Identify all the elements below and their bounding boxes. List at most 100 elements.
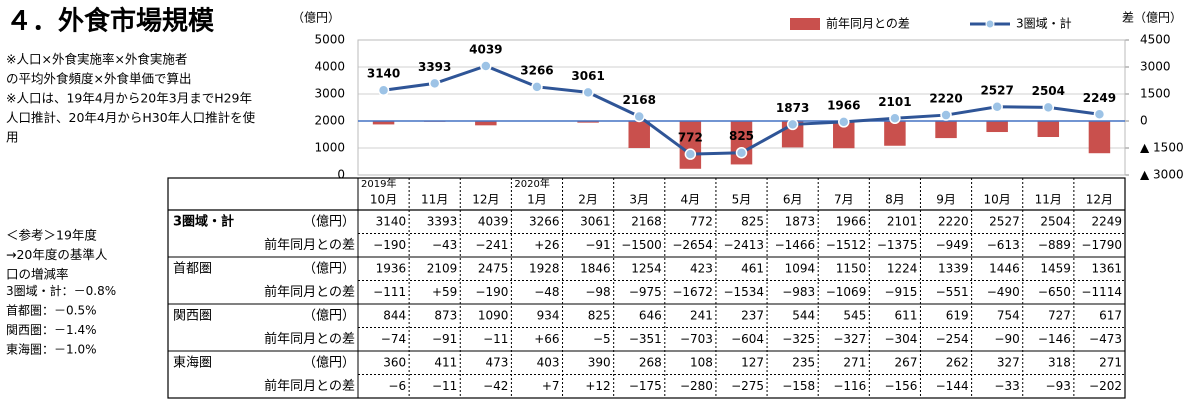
table-cell: 2504 [1040, 214, 1071, 228]
x-tick-label: 10月 [370, 193, 397, 207]
line-marker [838, 116, 850, 128]
data-label: 772 [678, 131, 703, 145]
table-cell: −949 [936, 238, 969, 252]
table-cell: 2249 [1091, 214, 1122, 228]
table-cell: −116 [833, 379, 866, 393]
data-label: 1873 [776, 101, 809, 115]
table-cell: −93 [1046, 379, 1071, 393]
table-cell: 267 [895, 355, 918, 369]
y-tick-label: 2000 [314, 114, 345, 128]
table-cell: 271 [843, 355, 866, 369]
legend-marker [985, 19, 995, 29]
table-cell: 2168 [631, 214, 662, 228]
table-cell: 544 [792, 308, 815, 322]
table-cell: 1459 [1040, 261, 1071, 275]
x-tick-label: 4月 [681, 193, 701, 207]
data-label: 3393 [418, 60, 451, 74]
line-marker [940, 109, 952, 121]
table-cell: −5 [593, 332, 611, 346]
bar [628, 121, 650, 148]
bar [679, 121, 702, 169]
note-line: の平均外食頻度×外食単価で算出 [6, 71, 191, 86]
table-cell: −1534 [723, 285, 764, 299]
table-cell: 268 [639, 355, 662, 369]
table-cell: 3266 [529, 214, 560, 228]
y2-tick-label: ▲ 1500 [1140, 141, 1184, 155]
line-marker [480, 60, 492, 72]
y2-axis-label: 差（億円） [1122, 11, 1182, 25]
table-cell: −2654 [672, 238, 713, 252]
note-line: ※人口×外食実施率×外食実施者 [6, 52, 187, 67]
table-cell: −280 [680, 379, 713, 393]
table-cell: 825 [741, 214, 764, 228]
bar [1088, 121, 1111, 154]
table-cell: −1114 [1081, 285, 1122, 299]
table-cell: 1966 [836, 214, 867, 228]
table-cell: −1512 [826, 238, 867, 252]
x-tick-label: 7月 [834, 193, 854, 207]
table-cell: −202 [1089, 379, 1122, 393]
x-tick-label: 12月 [472, 193, 499, 207]
line-marker [735, 146, 748, 159]
table-cell: 1446 [989, 261, 1020, 275]
table-cell: 873 [434, 308, 457, 322]
data-label: 2504 [1032, 84, 1065, 98]
row-label: 3圏域・計 [173, 213, 234, 229]
page-title: ４．外食市場規模 [6, 6, 215, 37]
y-tick-label: 1000 [314, 141, 345, 155]
bar [884, 121, 906, 146]
table-cell: −11 [432, 379, 457, 393]
line-marker [633, 110, 645, 123]
table-cell: −175 [629, 379, 662, 393]
table-cell: +7 [542, 379, 560, 393]
table-cell: 461 [741, 261, 764, 275]
bar [935, 121, 957, 139]
table-cell: 1928 [529, 261, 560, 275]
table-cell: 390 [588, 355, 611, 369]
y-tick-label: 4000 [314, 60, 345, 74]
x-tick-label: 2月 [578, 193, 598, 207]
table-cell: −90 [994, 332, 1019, 346]
table-cell: −325 [782, 332, 815, 346]
table-cell: −490 [987, 285, 1020, 299]
bar [986, 121, 1008, 133]
row-label: 前年同月との差 [264, 331, 355, 347]
row-unit: （億円） [303, 307, 355, 323]
table-cell: −351 [629, 332, 662, 346]
table-cell: 1254 [631, 261, 662, 275]
reference-line: 3圏域・計：－0.8% [6, 283, 116, 298]
table-cell: 1224 [887, 261, 918, 275]
table-cell: 3061 [580, 214, 611, 228]
line-marker [1042, 101, 1055, 114]
x-tick-label: 1月 [527, 193, 547, 207]
table-cell: 1094 [785, 261, 816, 275]
data-label: 3266 [520, 63, 553, 77]
x-tick-label: 9月 [936, 193, 956, 207]
table-cell: −156 [884, 379, 917, 393]
table-cell: −48 [534, 285, 559, 299]
table-cell: −1790 [1081, 238, 1122, 252]
note-line: 用 [6, 130, 19, 145]
row-unit: （億円） [303, 213, 355, 229]
x-tick-label: 6月 [783, 193, 803, 207]
row-label: 前年同月との差 [264, 284, 355, 300]
reference-line: 東海圏：－1.0% [6, 342, 97, 357]
table-cell: 360 [383, 355, 406, 369]
table-cell: −275 [731, 379, 764, 393]
row-label: 前年同月との差 [264, 378, 355, 394]
x-tick-label: 11月 [421, 193, 448, 207]
table-cell: −241 [475, 238, 508, 252]
plot-frame [357, 39, 1126, 176]
table-cell: −91 [432, 332, 457, 346]
table-cell: 127 [741, 355, 764, 369]
table-cell: 2220 [938, 214, 969, 228]
table-cell: −6 [388, 379, 406, 393]
y2-tick-label: 1500 [1140, 87, 1171, 101]
table-cell: 318 [1048, 355, 1071, 369]
table-cell: −983 [782, 285, 815, 299]
table-cell: −43 [432, 238, 457, 252]
bar [833, 121, 855, 149]
table-cell: −2413 [723, 238, 764, 252]
y2-tick-label: 0 [1140, 114, 1148, 128]
row-label: 前年同月との差 [264, 237, 355, 253]
